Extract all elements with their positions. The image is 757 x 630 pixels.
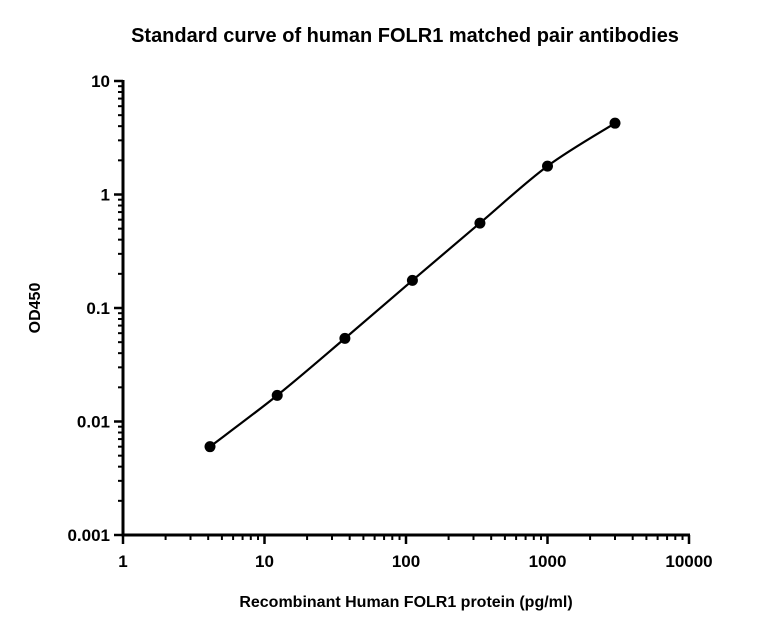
y-tick-label: 0.001 bbox=[67, 526, 110, 545]
data-point bbox=[406, 274, 418, 286]
x-tick-label: 1000 bbox=[529, 552, 567, 571]
data-point bbox=[474, 217, 486, 229]
data-point bbox=[542, 160, 553, 172]
y-axis-label: OD450 bbox=[27, 283, 44, 334]
data-point bbox=[339, 332, 351, 344]
data-points bbox=[204, 117, 621, 453]
y-tick-label: 1 bbox=[101, 186, 110, 205]
chart-title: Standard curve of human FOLR1 matched pa… bbox=[131, 25, 679, 47]
data-point bbox=[271, 389, 283, 401]
data-point bbox=[204, 441, 216, 453]
x-tick-label: 10000 bbox=[665, 552, 712, 571]
y-tick-label: 0.1 bbox=[86, 299, 110, 318]
x-tick-label: 1 bbox=[118, 552, 127, 571]
x-axis-label: Recombinant Human FOLR1 protein (pg/ml) bbox=[239, 594, 572, 611]
x-tick-label: 100 bbox=[392, 552, 420, 571]
data-point bbox=[609, 117, 621, 129]
y-tick-label: 10 bbox=[91, 72, 110, 91]
axes: 0.001 0.01 0.1 1 10 1 10 100 1000 10000 bbox=[67, 72, 712, 571]
x-tick-label: 10 bbox=[255, 552, 274, 571]
y-tick-label: 0.01 bbox=[77, 413, 110, 432]
